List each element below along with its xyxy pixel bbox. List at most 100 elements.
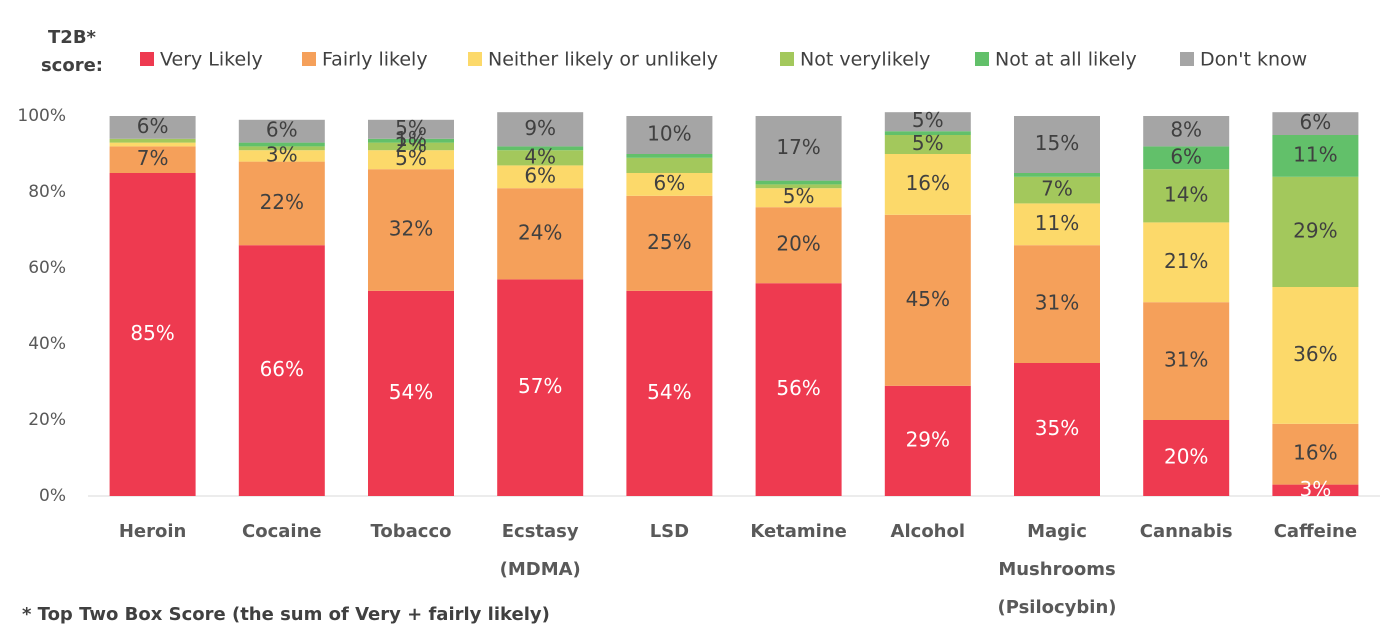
- legend-label: Neither likely or unlikely: [488, 49, 718, 71]
- data-label: 17%: [776, 135, 820, 159]
- bar-segment: [1272, 423, 1359, 485]
- data-label: 20%: [1164, 445, 1208, 469]
- data-label: 31%: [1164, 348, 1208, 372]
- data-label: 29%: [906, 427, 950, 451]
- x-tick-label: Cannabis: [1140, 521, 1233, 542]
- bar-segment: [368, 150, 454, 170]
- bar-segment: [1272, 112, 1359, 135]
- data-label: 11%: [1293, 142, 1337, 166]
- bar-segment: [1143, 302, 1230, 420]
- bar-segment: [626, 116, 713, 154]
- bar-segment: [626, 154, 713, 158]
- data-label: 45%: [906, 287, 950, 311]
- x-tick-label: LSD: [650, 521, 689, 542]
- bar-segment: [1272, 176, 1359, 287]
- data-label: 6%: [524, 163, 556, 187]
- bar-segment: [884, 131, 971, 135]
- legend-swatch: [468, 52, 482, 66]
- data-label: 31%: [1035, 291, 1079, 315]
- legend-label: Don't know: [1200, 49, 1307, 71]
- data-label: 11%: [1035, 211, 1079, 235]
- data-label: 85%: [130, 321, 174, 345]
- x-tick-label: Magic: [1027, 521, 1087, 542]
- data-label: 24%: [518, 220, 562, 244]
- data-label: 1%: [395, 127, 427, 151]
- bar-segment: [368, 142, 454, 151]
- x-tick-label: (Psilocybin): [997, 597, 1116, 618]
- legend-label: Fairly likely: [322, 49, 428, 71]
- data-label: 7%: [1041, 177, 1073, 201]
- bar-segment: [497, 165, 584, 189]
- data-label: 22%: [260, 190, 304, 214]
- bar-segment: [238, 119, 325, 143]
- bar-segment: [626, 195, 713, 291]
- y-tick-label: 60%: [28, 258, 66, 278]
- x-tick-label: Tobacco: [371, 521, 452, 542]
- bar-segment: [884, 385, 971, 496]
- y-tick-label: 0%: [39, 486, 66, 506]
- legend-label: Not at all likely: [995, 49, 1137, 71]
- bar-segment: [626, 290, 713, 496]
- data-label: 5%: [912, 131, 944, 155]
- bar-segment: [1143, 169, 1230, 223]
- x-tick-label: Cocaine: [242, 521, 322, 542]
- data-label: 5%: [783, 184, 815, 208]
- bar-segment: [497, 112, 584, 147]
- bar-segment: [755, 283, 842, 496]
- data-label: 3%: [1300, 477, 1332, 501]
- data-label: 6%: [137, 114, 169, 138]
- bar-segment: [238, 150, 325, 162]
- legend-swatch: [302, 52, 316, 66]
- data-label: 35%: [1035, 416, 1079, 440]
- bar-segment: [1014, 363, 1100, 496]
- bar-segment: [368, 119, 454, 139]
- data-label: 6%: [654, 171, 686, 195]
- bar-segment: [238, 161, 325, 246]
- bar-segment: [109, 173, 196, 496]
- bar-segment: [755, 180, 842, 185]
- legend-swatch: [780, 52, 794, 66]
- bar-segment: [109, 142, 196, 147]
- data-label: 57%: [518, 374, 562, 398]
- legend-swatch: [140, 52, 154, 66]
- bar-segment: [1014, 176, 1100, 204]
- x-tick-label: Ecstasy: [502, 521, 579, 542]
- data-label: 66%: [260, 357, 304, 381]
- x-tick-label: Heroin: [119, 521, 187, 542]
- legend-label: Very Likely: [160, 49, 263, 71]
- data-label: 2%: [395, 133, 427, 157]
- data-label: 6%: [266, 118, 298, 142]
- bar-segment: [1272, 135, 1359, 177]
- bar-segment: [755, 207, 842, 284]
- data-label: 56%: [776, 376, 820, 400]
- x-tick-label: Mushrooms: [998, 559, 1115, 580]
- legend-title: score:: [41, 55, 103, 76]
- bar-segment: [755, 184, 842, 189]
- bar-segment: [1143, 116, 1230, 147]
- bar-segment: [1272, 287, 1359, 424]
- bar-segment: [626, 173, 713, 196]
- bar-segment: [755, 116, 842, 181]
- legend-swatch: [975, 52, 989, 66]
- data-label: 15%: [1035, 131, 1079, 155]
- x-tick-label: Caffeine: [1274, 521, 1357, 542]
- bar-segment: [109, 138, 196, 143]
- bar-segment: [368, 290, 454, 496]
- bar-segment: [497, 279, 584, 496]
- bar-segment: [626, 157, 713, 173]
- data-label: 16%: [906, 171, 950, 195]
- x-tick-label: Ketamine: [750, 521, 847, 542]
- legend-title: T2B*: [48, 27, 97, 48]
- bar-segment: [1272, 484, 1359, 496]
- x-tick-label: Alcohol: [891, 521, 966, 542]
- x-tick-label: (MDMA): [500, 559, 581, 580]
- bar-segment: [884, 214, 971, 386]
- bar-segment: [368, 138, 454, 143]
- data-label: 7%: [137, 146, 169, 170]
- bar-segment: [238, 146, 325, 151]
- data-label: 8%: [1170, 118, 1202, 142]
- data-label: 32%: [389, 217, 433, 241]
- data-label: 6%: [1170, 144, 1202, 168]
- data-label: 10%: [647, 122, 691, 146]
